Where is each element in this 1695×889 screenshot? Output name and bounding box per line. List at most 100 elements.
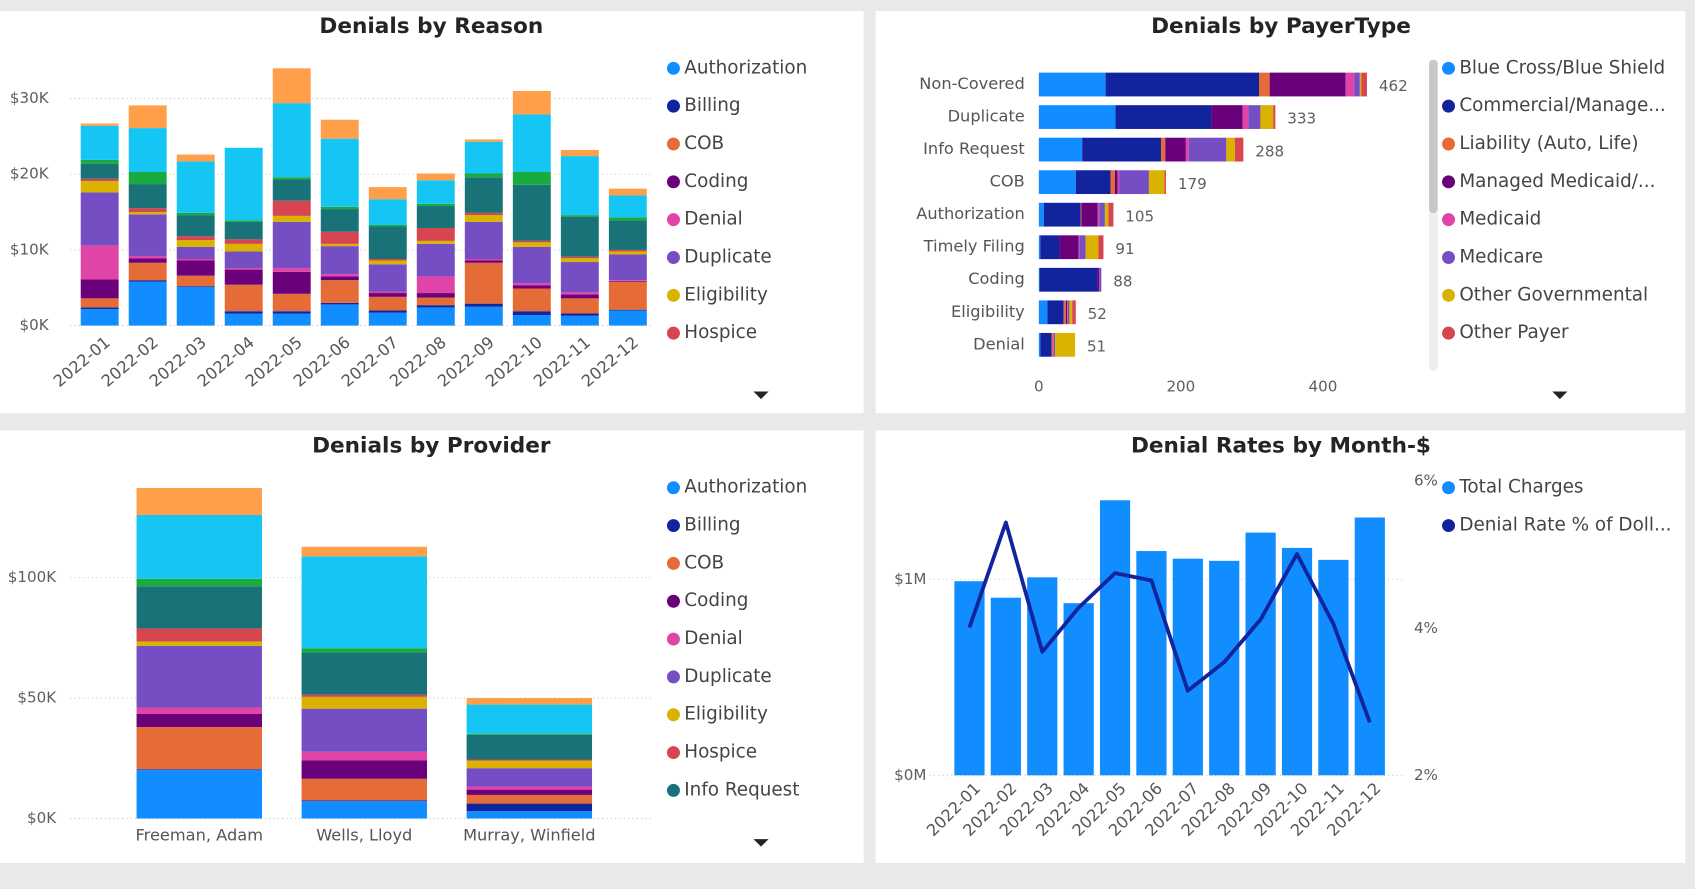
bar-segment xyxy=(1069,300,1073,325)
legend-marker xyxy=(1442,288,1456,302)
bar-segment xyxy=(1080,202,1082,227)
bar-segment xyxy=(224,147,263,221)
bar-segment xyxy=(560,215,599,217)
legend-label: Authorization xyxy=(684,57,807,78)
legend-marker xyxy=(1442,251,1456,264)
bar-segment xyxy=(608,249,647,252)
bar-segment xyxy=(1259,72,1270,97)
bar-segment xyxy=(136,769,262,819)
bar-segment xyxy=(368,310,407,313)
bar-segment xyxy=(80,181,119,193)
bar-segment xyxy=(80,178,119,182)
bar-segment xyxy=(320,119,359,139)
bar-segment xyxy=(272,103,311,178)
legend-label: Hospice xyxy=(684,742,757,763)
bar-segment xyxy=(1234,137,1244,162)
bar-segment xyxy=(560,292,599,295)
legend-label: Billing xyxy=(684,95,740,116)
bar-segment xyxy=(176,275,215,287)
bar-segment xyxy=(1038,72,1106,97)
x-tick-label: 200 xyxy=(1166,378,1195,396)
bar-segment xyxy=(416,206,455,228)
legend-more-arrow[interactable] xyxy=(753,839,769,847)
legend-marker xyxy=(1442,175,1456,189)
legend-marker xyxy=(1442,137,1456,151)
bar xyxy=(1027,577,1058,776)
bar-segment xyxy=(224,239,263,244)
bar-segment xyxy=(1098,235,1104,260)
bar-segment xyxy=(416,203,455,207)
bar-segment xyxy=(1099,267,1102,292)
bar-segment xyxy=(224,313,263,326)
data-label: 179 xyxy=(1178,175,1207,193)
legend-marker xyxy=(666,519,680,533)
bar-segment xyxy=(512,171,551,185)
bar-segment xyxy=(80,308,119,326)
bar-segment xyxy=(272,177,311,180)
x-tick-label: 0 xyxy=(1034,378,1044,396)
bar xyxy=(990,597,1021,776)
bar-segment xyxy=(512,240,551,243)
bar-segment xyxy=(128,255,167,259)
bar-segment xyxy=(608,280,647,282)
bar-segment xyxy=(560,150,599,157)
bar-segment xyxy=(1104,202,1109,227)
bar-segment xyxy=(466,786,593,790)
bar xyxy=(954,581,985,776)
bar-segment xyxy=(301,694,428,697)
bar-segment xyxy=(128,280,167,282)
bar-segment xyxy=(301,546,428,557)
y-tick-label: $10K xyxy=(10,240,50,258)
bar-segment xyxy=(80,307,119,309)
bar-segment xyxy=(136,628,262,642)
bar-segment xyxy=(466,704,593,734)
bar xyxy=(1099,500,1131,776)
legend-label: Eligibility xyxy=(684,284,768,305)
legend-more-arrow[interactable] xyxy=(1552,391,1568,400)
y-tick-label: Duplicate xyxy=(948,107,1025,126)
legend-label: Denial Rate % of Doll... xyxy=(1459,515,1671,536)
bar-segment xyxy=(464,139,503,142)
bar-segment xyxy=(368,187,407,200)
bar-segment xyxy=(136,641,262,646)
bar-segment xyxy=(512,184,551,241)
bar-segment xyxy=(1078,235,1080,260)
bar-segment xyxy=(128,128,167,172)
bar-segment xyxy=(136,487,262,515)
bar-segment xyxy=(560,216,599,257)
bar-segment xyxy=(368,296,407,311)
bar-segment xyxy=(416,307,455,326)
bar-segment xyxy=(512,314,551,326)
legend-label: Other Payer xyxy=(1459,322,1569,343)
bar-segment xyxy=(608,220,647,250)
bar-segment xyxy=(176,286,215,326)
bar-segment xyxy=(301,556,428,649)
bar-segment xyxy=(368,224,407,227)
bar-segment xyxy=(1067,300,1068,325)
legend-label: Billing xyxy=(684,515,740,536)
bar-segment xyxy=(136,769,262,770)
legend-marker xyxy=(666,481,680,495)
bar-segment xyxy=(1081,202,1098,227)
bar-segment xyxy=(1117,170,1120,195)
bar-segment xyxy=(224,243,263,252)
legend-label: Managed Medicaid/... xyxy=(1459,171,1655,192)
bar-segment xyxy=(128,171,167,185)
bar-segment xyxy=(301,751,428,761)
legend-label: Eligibility xyxy=(684,704,768,725)
legend-label: Hospice xyxy=(684,322,757,343)
bar-segment xyxy=(136,713,262,727)
bar-segment xyxy=(1040,332,1052,357)
scrollbar-thumb[interactable] xyxy=(1429,59,1438,214)
bar-segment xyxy=(80,192,119,246)
bar-segment xyxy=(301,648,428,653)
bar xyxy=(1172,558,1203,776)
bar-segment xyxy=(466,794,593,804)
legend-label: COB xyxy=(684,552,724,573)
bar-segment xyxy=(128,214,167,256)
bar-segment xyxy=(512,285,551,289)
bar-segment xyxy=(1359,72,1362,97)
legend-more-arrow[interactable] xyxy=(753,391,769,400)
bar-segment xyxy=(224,311,263,314)
